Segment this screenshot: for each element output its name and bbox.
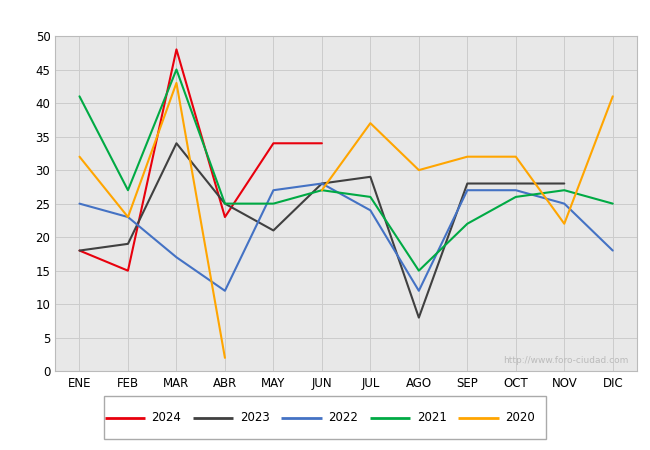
- Text: Matriculaciones de Vehiculos en Archena: Matriculaciones de Vehiculos en Archena: [161, 8, 489, 22]
- Text: 2021: 2021: [417, 411, 447, 424]
- Text: 2023: 2023: [240, 411, 270, 424]
- Text: 2022: 2022: [328, 411, 358, 424]
- FancyBboxPatch shape: [104, 396, 546, 439]
- Text: http://www.foro-ciudad.com: http://www.foro-ciudad.com: [503, 356, 629, 364]
- Text: 2024: 2024: [151, 411, 181, 424]
- Text: 2020: 2020: [505, 411, 535, 424]
